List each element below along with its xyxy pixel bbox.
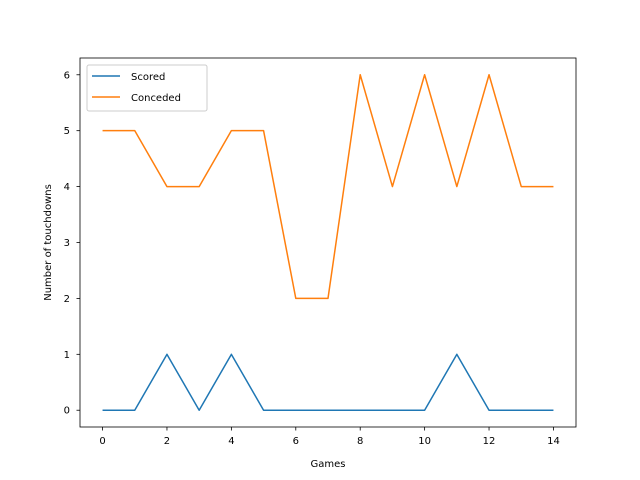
legend: Scored Conceded bbox=[86, 64, 208, 112]
plot-lines bbox=[102, 74, 554, 411]
x-tick-label: 4 bbox=[228, 436, 234, 447]
legend-label-scored: Scored bbox=[131, 72, 165, 83]
y-tick-label: 1 bbox=[64, 350, 70, 361]
y-tick-label: 5 bbox=[64, 126, 70, 137]
x-axis-ticks: 0 2 4 6 8 10 12 14 bbox=[99, 427, 560, 447]
y-axis-label: Number of touchdowns bbox=[43, 184, 54, 301]
y-tick-label: 3 bbox=[64, 238, 70, 249]
x-tick-label: 14 bbox=[547, 436, 560, 447]
series-line-conceded bbox=[102, 74, 554, 300]
x-tick-label: 8 bbox=[357, 436, 363, 447]
legend-label-conceded: Conceded bbox=[131, 93, 181, 104]
x-tick-label: 12 bbox=[483, 436, 496, 447]
x-tick-label: 6 bbox=[293, 436, 299, 447]
y-tick-label: 6 bbox=[64, 70, 70, 81]
series-line-scored bbox=[102, 353, 554, 411]
x-axis-label: Games bbox=[311, 459, 346, 470]
y-tick-label: 0 bbox=[64, 406, 70, 417]
y-tick-label: 4 bbox=[64, 182, 70, 193]
y-axis-ticks: 0 1 2 3 4 5 6 bbox=[64, 70, 80, 417]
y-tick-label: 2 bbox=[64, 294, 70, 305]
x-tick-label: 2 bbox=[164, 436, 170, 447]
x-tick-label: 0 bbox=[99, 436, 105, 447]
x-tick-label: 10 bbox=[418, 436, 431, 447]
